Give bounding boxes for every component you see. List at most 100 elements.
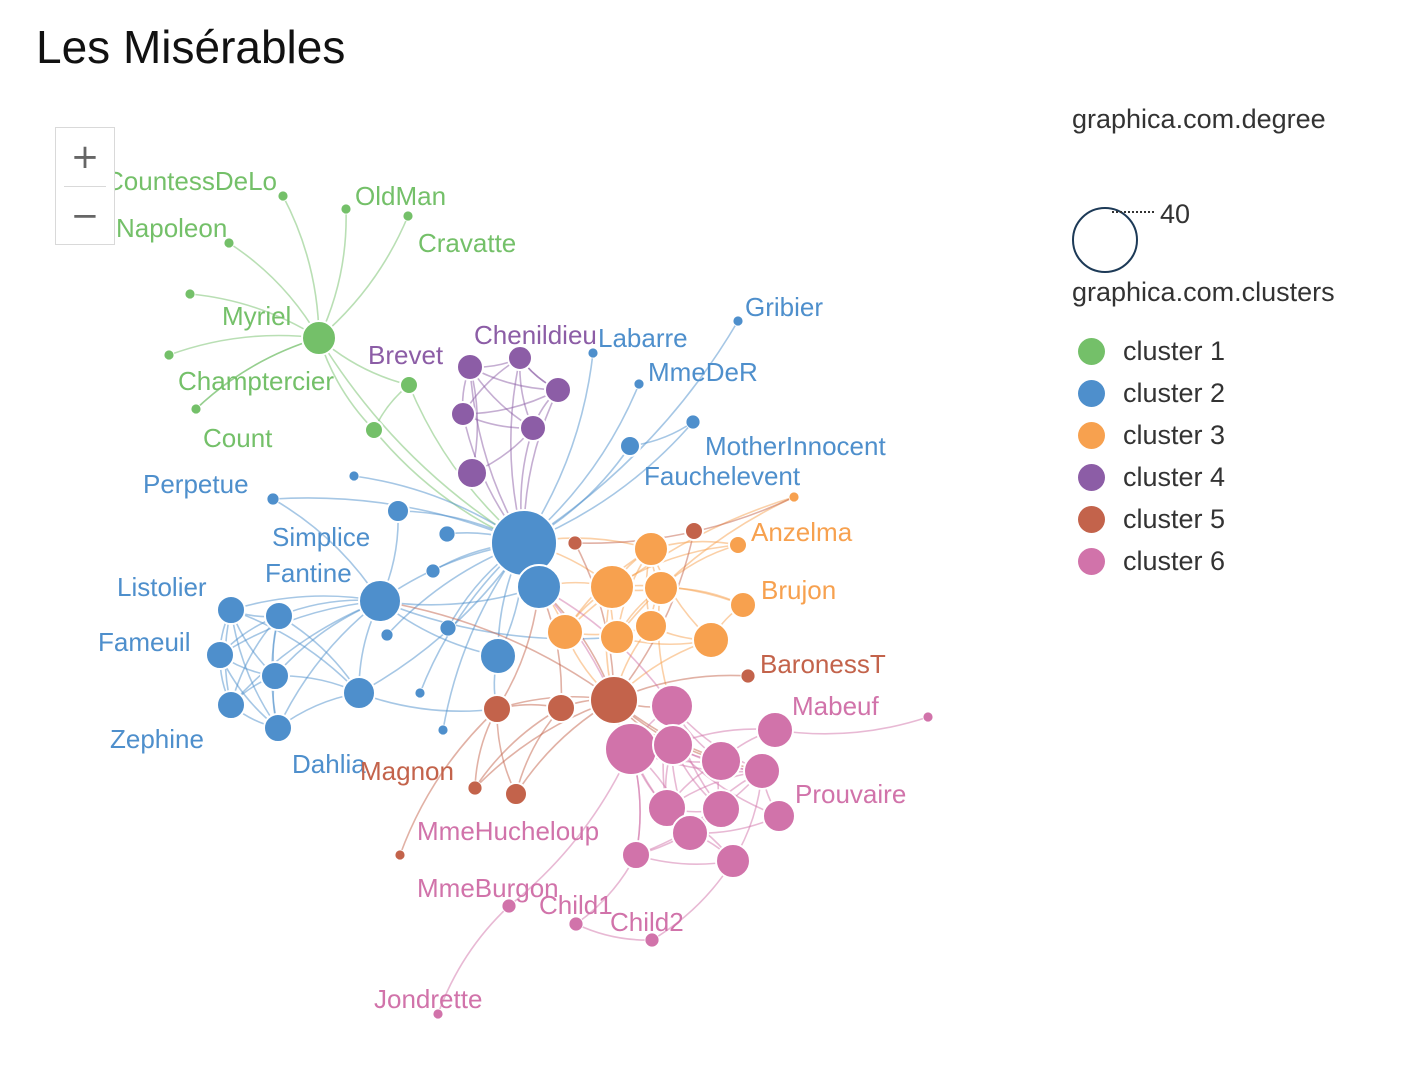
graph-node[interactable] [438,525,456,543]
graph-node[interactable] [544,376,572,404]
labels-layer: CountessDeLo OldMan Cravatte Napoleon Myriel… [98,166,906,1014]
graph-node[interactable] [633,531,669,567]
graph-node[interactable] [399,375,419,395]
graph-node[interactable] [652,724,694,766]
graph-node[interactable] [504,782,528,806]
graph-node[interactable] [467,780,483,796]
cluster-legend-item[interactable]: cluster 5 [1072,498,1335,540]
graph-node[interactable] [728,535,748,555]
graph-node[interactable] [644,932,660,948]
graph-node[interactable] [414,687,426,699]
graph-node[interactable] [684,521,704,541]
graph-node[interactable] [380,628,394,642]
graph-node[interactable] [599,619,635,655]
graph-node[interactable] [342,676,376,710]
node-label: Napoleon [116,213,227,243]
graph-edge [379,600,615,701]
graph-node[interactable] [432,1008,444,1020]
cluster-legend-item[interactable]: cluster 3 [1072,414,1335,456]
graph-node[interactable] [456,353,484,381]
graph-node[interactable] [633,378,645,390]
graph-node[interactable] [394,849,406,861]
graph-node[interactable] [701,789,741,829]
graph-node[interactable] [425,563,441,579]
graph-node[interactable] [402,210,414,222]
graph-node[interactable] [439,619,457,637]
zoom-out-button[interactable]: − [56,187,114,245]
graph-node[interactable] [740,668,756,684]
graph-node[interactable] [922,711,934,723]
node-label: Child2 [610,907,684,937]
graph-node[interactable] [743,752,781,790]
node-label: Fameuil [98,627,190,657]
graph-node[interactable] [729,591,757,619]
graph-node[interactable] [216,690,246,720]
node-label: Mabeuf [792,691,879,721]
graph-node[interactable] [516,564,562,610]
graph-node[interactable] [456,457,488,489]
graph-node[interactable] [788,491,800,503]
graph-node[interactable] [546,613,584,651]
graph-node[interactable] [364,420,384,440]
cluster-legend-item[interactable]: cluster 6 [1072,540,1335,582]
graph-node[interactable] [482,694,512,724]
graph-node[interactable] [301,320,337,356]
graph-node[interactable] [260,661,290,691]
zoom-in-button[interactable]: + [56,128,114,186]
graph-node[interactable] [223,237,235,249]
graph-node[interactable] [634,609,668,643]
graph-node[interactable] [163,349,175,361]
graph-node[interactable] [732,315,744,327]
graph-node[interactable] [671,814,709,852]
graph-node[interactable] [184,288,196,300]
graph-node[interactable] [264,601,294,631]
graph-node[interactable] [762,799,796,833]
graph-node[interactable] [567,535,583,551]
graph-node[interactable] [507,345,533,371]
graph-node[interactable] [340,203,352,215]
graph-node[interactable] [619,435,641,457]
graph-edge [318,215,409,339]
graph-node[interactable] [519,414,547,442]
graph-node[interactable] [479,637,517,675]
graph-node[interactable] [358,579,402,623]
node-label: Labarre [598,323,688,353]
graph-edge [437,905,510,1015]
cluster-swatch [1078,379,1105,407]
cluster-legend-item[interactable]: cluster 1 [1072,330,1335,372]
graph-node[interactable] [715,843,751,879]
graph-node[interactable] [587,347,599,359]
graph-node[interactable] [700,740,742,782]
cluster-legend-item[interactable]: cluster 4 [1072,456,1335,498]
graph-node[interactable] [386,499,410,523]
graph-node[interactable] [190,403,202,415]
graph-node[interactable] [277,190,289,202]
graph-node[interactable] [348,470,360,482]
graph-node[interactable] [621,840,651,870]
graph-node[interactable] [216,595,246,625]
graph-node[interactable] [756,711,794,749]
graph-node[interactable] [546,693,576,723]
graph-node[interactable] [692,621,730,659]
graph-node[interactable] [266,492,280,506]
cluster-legend-title: graphica.com.clusters [1072,277,1335,307]
cluster-legend-item[interactable]: cluster 2 [1072,372,1335,414]
graph-node[interactable] [685,414,701,430]
graph-node[interactable] [647,788,687,828]
graph-node[interactable] [450,401,476,427]
graph-node[interactable] [589,564,635,610]
graph-node[interactable] [604,722,658,776]
graph-node[interactable] [650,684,694,728]
graph-node[interactable] [263,713,293,743]
node-label: Myriel [222,301,291,331]
node-label: Jondrette [374,984,482,1014]
graph-node[interactable] [643,570,679,606]
graph-node[interactable] [437,724,449,736]
graph-node[interactable] [589,675,639,725]
graph-node[interactable] [205,640,235,670]
network-graph[interactable]: CountessDeLo OldMan Cravatte Napoleon Myriel… [0,0,1030,1070]
graph-node[interactable] [568,916,584,932]
graph-node[interactable] [501,898,517,914]
graph-edge [358,692,498,713]
node-label: Anzelma [751,517,853,547]
